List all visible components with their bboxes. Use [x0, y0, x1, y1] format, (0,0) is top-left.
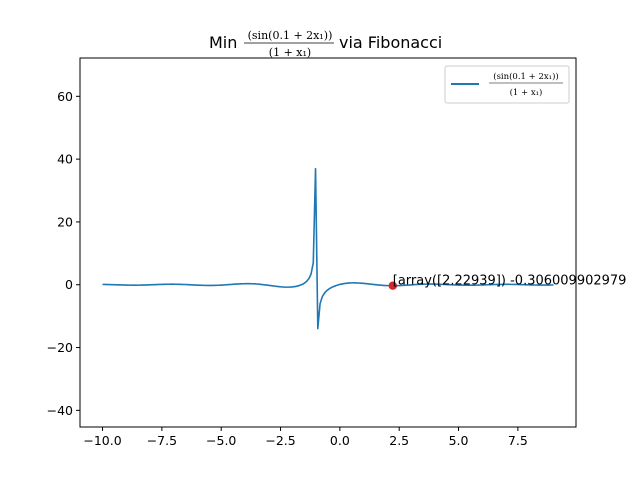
legend-denominator: (1 + x₁)	[510, 87, 543, 98]
title-denominator: (1 + x₁)	[269, 46, 311, 59]
x-tick-label: −2.5	[265, 433, 295, 448]
axes: −10.0 −7.5 −5.0 −2.5 0.0 2.5 5.0 7.5 −40 −20 0 20 40…	[47, 57, 577, 448]
title-numerator: (sin(0.1 + 2x₁))	[248, 29, 333, 42]
title-prefix: Min	[209, 33, 237, 52]
legend-box	[444, 65, 570, 104]
x-tick-label: 7.5	[508, 433, 528, 448]
y-tick-label: 0	[65, 277, 73, 292]
x-tick-label: 5.0	[449, 433, 469, 448]
legend: (sin(0.1 + 2x₁)) (1 + x₁)	[444, 65, 570, 104]
x-tick-label: −10.0	[83, 433, 121, 448]
plot-area	[102, 167, 554, 330]
x-tick-label: 0.0	[330, 433, 350, 448]
title-suffix: via Fibonacci	[339, 33, 442, 52]
y-tick-label: −20	[47, 340, 73, 355]
minimum-annotation: [array([2.22939]) -0.306009902979	[393, 274, 627, 289]
legend-numerator: (sin(0.1 + 2x₁))	[493, 71, 558, 82]
x-tick-label: −7.5	[147, 433, 177, 448]
x-tick-label: 2.5	[389, 433, 409, 448]
chart-title: Min (sin(0.1 + 2x₁)) (1 + x₁) via Fibona…	[209, 29, 442, 59]
minimum-point	[388, 281, 397, 290]
y-tick-label: 20	[57, 214, 73, 229]
series-line	[102, 167, 554, 330]
x-tick-label: −5.0	[206, 433, 236, 448]
axes-frame	[79, 57, 577, 428]
y-tick-label: −40	[47, 403, 73, 418]
y-tick-label: 40	[57, 152, 73, 167]
y-tick-label: 60	[57, 89, 73, 104]
